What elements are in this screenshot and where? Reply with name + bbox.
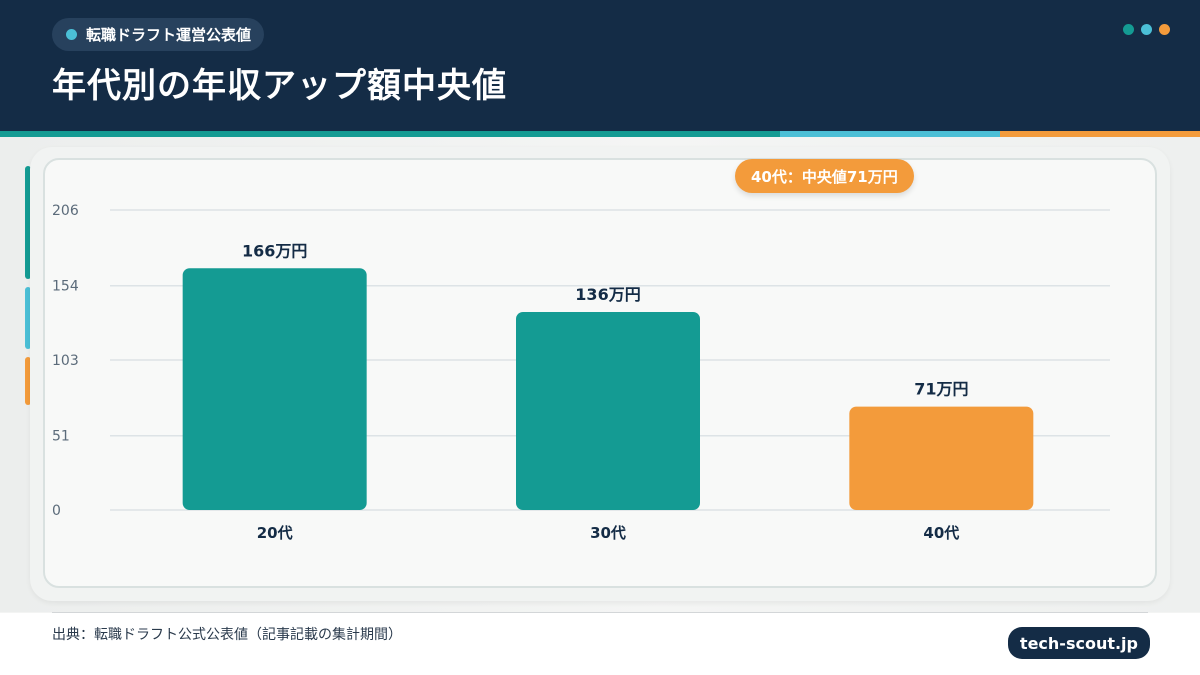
source-tag-label: 転職ドラフト運営公表値	[86, 26, 252, 44]
header-bar: 転職ドラフト運営公表値 年代別の年収アップ額中央値	[0, 0, 1200, 131]
brand-badge: tech-scout.jp	[1007, 627, 1150, 659]
source-note: 出典：転職ドラフト公式公表値（記事記載の集計期間）	[52, 627, 402, 643]
bar	[182, 268, 367, 510]
x-category-label: 40代	[923, 524, 959, 542]
y-tick-label: 51	[52, 429, 70, 445]
bar-value-label: 136万円	[575, 285, 640, 304]
bar	[849, 406, 1034, 510]
side-accent-teal	[25, 166, 31, 279]
side-accent-cyan	[25, 287, 31, 349]
median-callout: 40代：中央値71万円	[735, 159, 914, 193]
side-accent-orange	[25, 357, 31, 405]
footer-divider	[52, 612, 1148, 613]
footer	[0, 613, 1200, 675]
y-tick-label: 154	[52, 279, 79, 295]
teal-dot-icon	[1123, 24, 1134, 35]
bar-value-label: 166万円	[242, 241, 307, 260]
y-tick-label: 0	[52, 503, 61, 519]
orange-stripe	[1000, 131, 1200, 137]
cyan-dot-icon	[1141, 24, 1152, 35]
y-tick-label: 103	[52, 353, 79, 369]
page-title: 年代別の年収アップ額中央値	[52, 66, 507, 106]
bar	[516, 311, 700, 510]
teal-stripe	[0, 131, 780, 137]
cyan-stripe	[780, 131, 1000, 137]
y-tick-label: 206	[52, 203, 79, 219]
x-category-label: 30代	[590, 524, 626, 542]
orange-dot-icon	[1159, 24, 1170, 35]
decorative-dots	[1123, 24, 1170, 35]
x-category-label: 20代	[257, 524, 293, 542]
source-tag: 転職ドラフト運営公表値	[52, 18, 265, 51]
tag-dot-icon	[66, 29, 77, 40]
bar-value-label: 71万円	[914, 380, 968, 399]
